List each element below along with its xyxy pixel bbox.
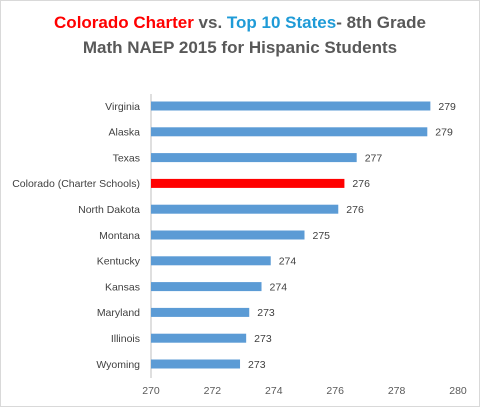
data-label: 279	[435, 127, 453, 139]
x-tick-label: 280	[449, 385, 467, 397]
bar-illinois	[151, 333, 247, 343]
x-tick-label: 276	[326, 385, 344, 397]
data-label: 273	[248, 359, 266, 371]
bar-wyoming	[151, 359, 241, 369]
bar-alaska	[151, 127, 428, 137]
data-label: 277	[365, 152, 383, 164]
data-label: 274	[279, 256, 297, 268]
category-label: Wyoming	[96, 359, 140, 371]
data-label: 275	[313, 230, 331, 242]
category-label: Maryland	[97, 307, 140, 319]
x-tick-label: 272	[204, 385, 222, 397]
x-tick-label: 278	[388, 385, 406, 397]
bar-kansas	[151, 282, 262, 292]
category-label: North Dakota	[78, 204, 140, 216]
x-tick-label: 274	[265, 385, 283, 397]
data-label: 276	[346, 204, 364, 216]
bar-montana	[151, 230, 305, 240]
data-label: 276	[352, 178, 370, 190]
bar-north-dakota	[151, 204, 339, 214]
bar-colorado-charter-schools	[151, 178, 345, 188]
data-label: 273	[254, 333, 272, 345]
x-tick-label: 270	[142, 385, 160, 397]
title-top-10-states: Top 10 States	[226, 13, 337, 32]
category-label: Montana	[99, 230, 140, 242]
category-label: Kansas	[105, 281, 140, 293]
title-line-1: Colorado Charter vs. Top 10 States- 8th …	[0, 10, 480, 35]
bar-texas	[151, 153, 357, 163]
category-label: Virginia	[105, 101, 140, 113]
category-label: Illinois	[111, 333, 140, 345]
bar-maryland	[151, 307, 250, 317]
bar-kentucky	[151, 256, 271, 266]
title-colorado-charter: Colorado Charter	[54, 13, 194, 32]
category-label: Colorado (Charter Schools)	[12, 178, 140, 190]
chart-title: Colorado Charter vs. Top 10 States- 8th …	[0, 10, 480, 60]
title-grade: - 8th Grade	[336, 13, 426, 32]
data-label: 274	[270, 281, 288, 293]
title-vs: vs.	[193, 13, 227, 32]
data-label: 279	[438, 101, 456, 113]
plot-area: Virginia 279 Alaska 279 Texas 277 Colorado (Ch…	[12, 94, 467, 397]
category-label: Kentucky	[97, 256, 141, 268]
title-line-2: Math NAEP 2015 for Hispanic Students	[82, 38, 398, 57]
bar-virginia	[151, 101, 431, 111]
category-label: Alaska	[108, 127, 140, 139]
data-label: 273	[257, 307, 275, 319]
category-label: Texas	[113, 152, 140, 164]
